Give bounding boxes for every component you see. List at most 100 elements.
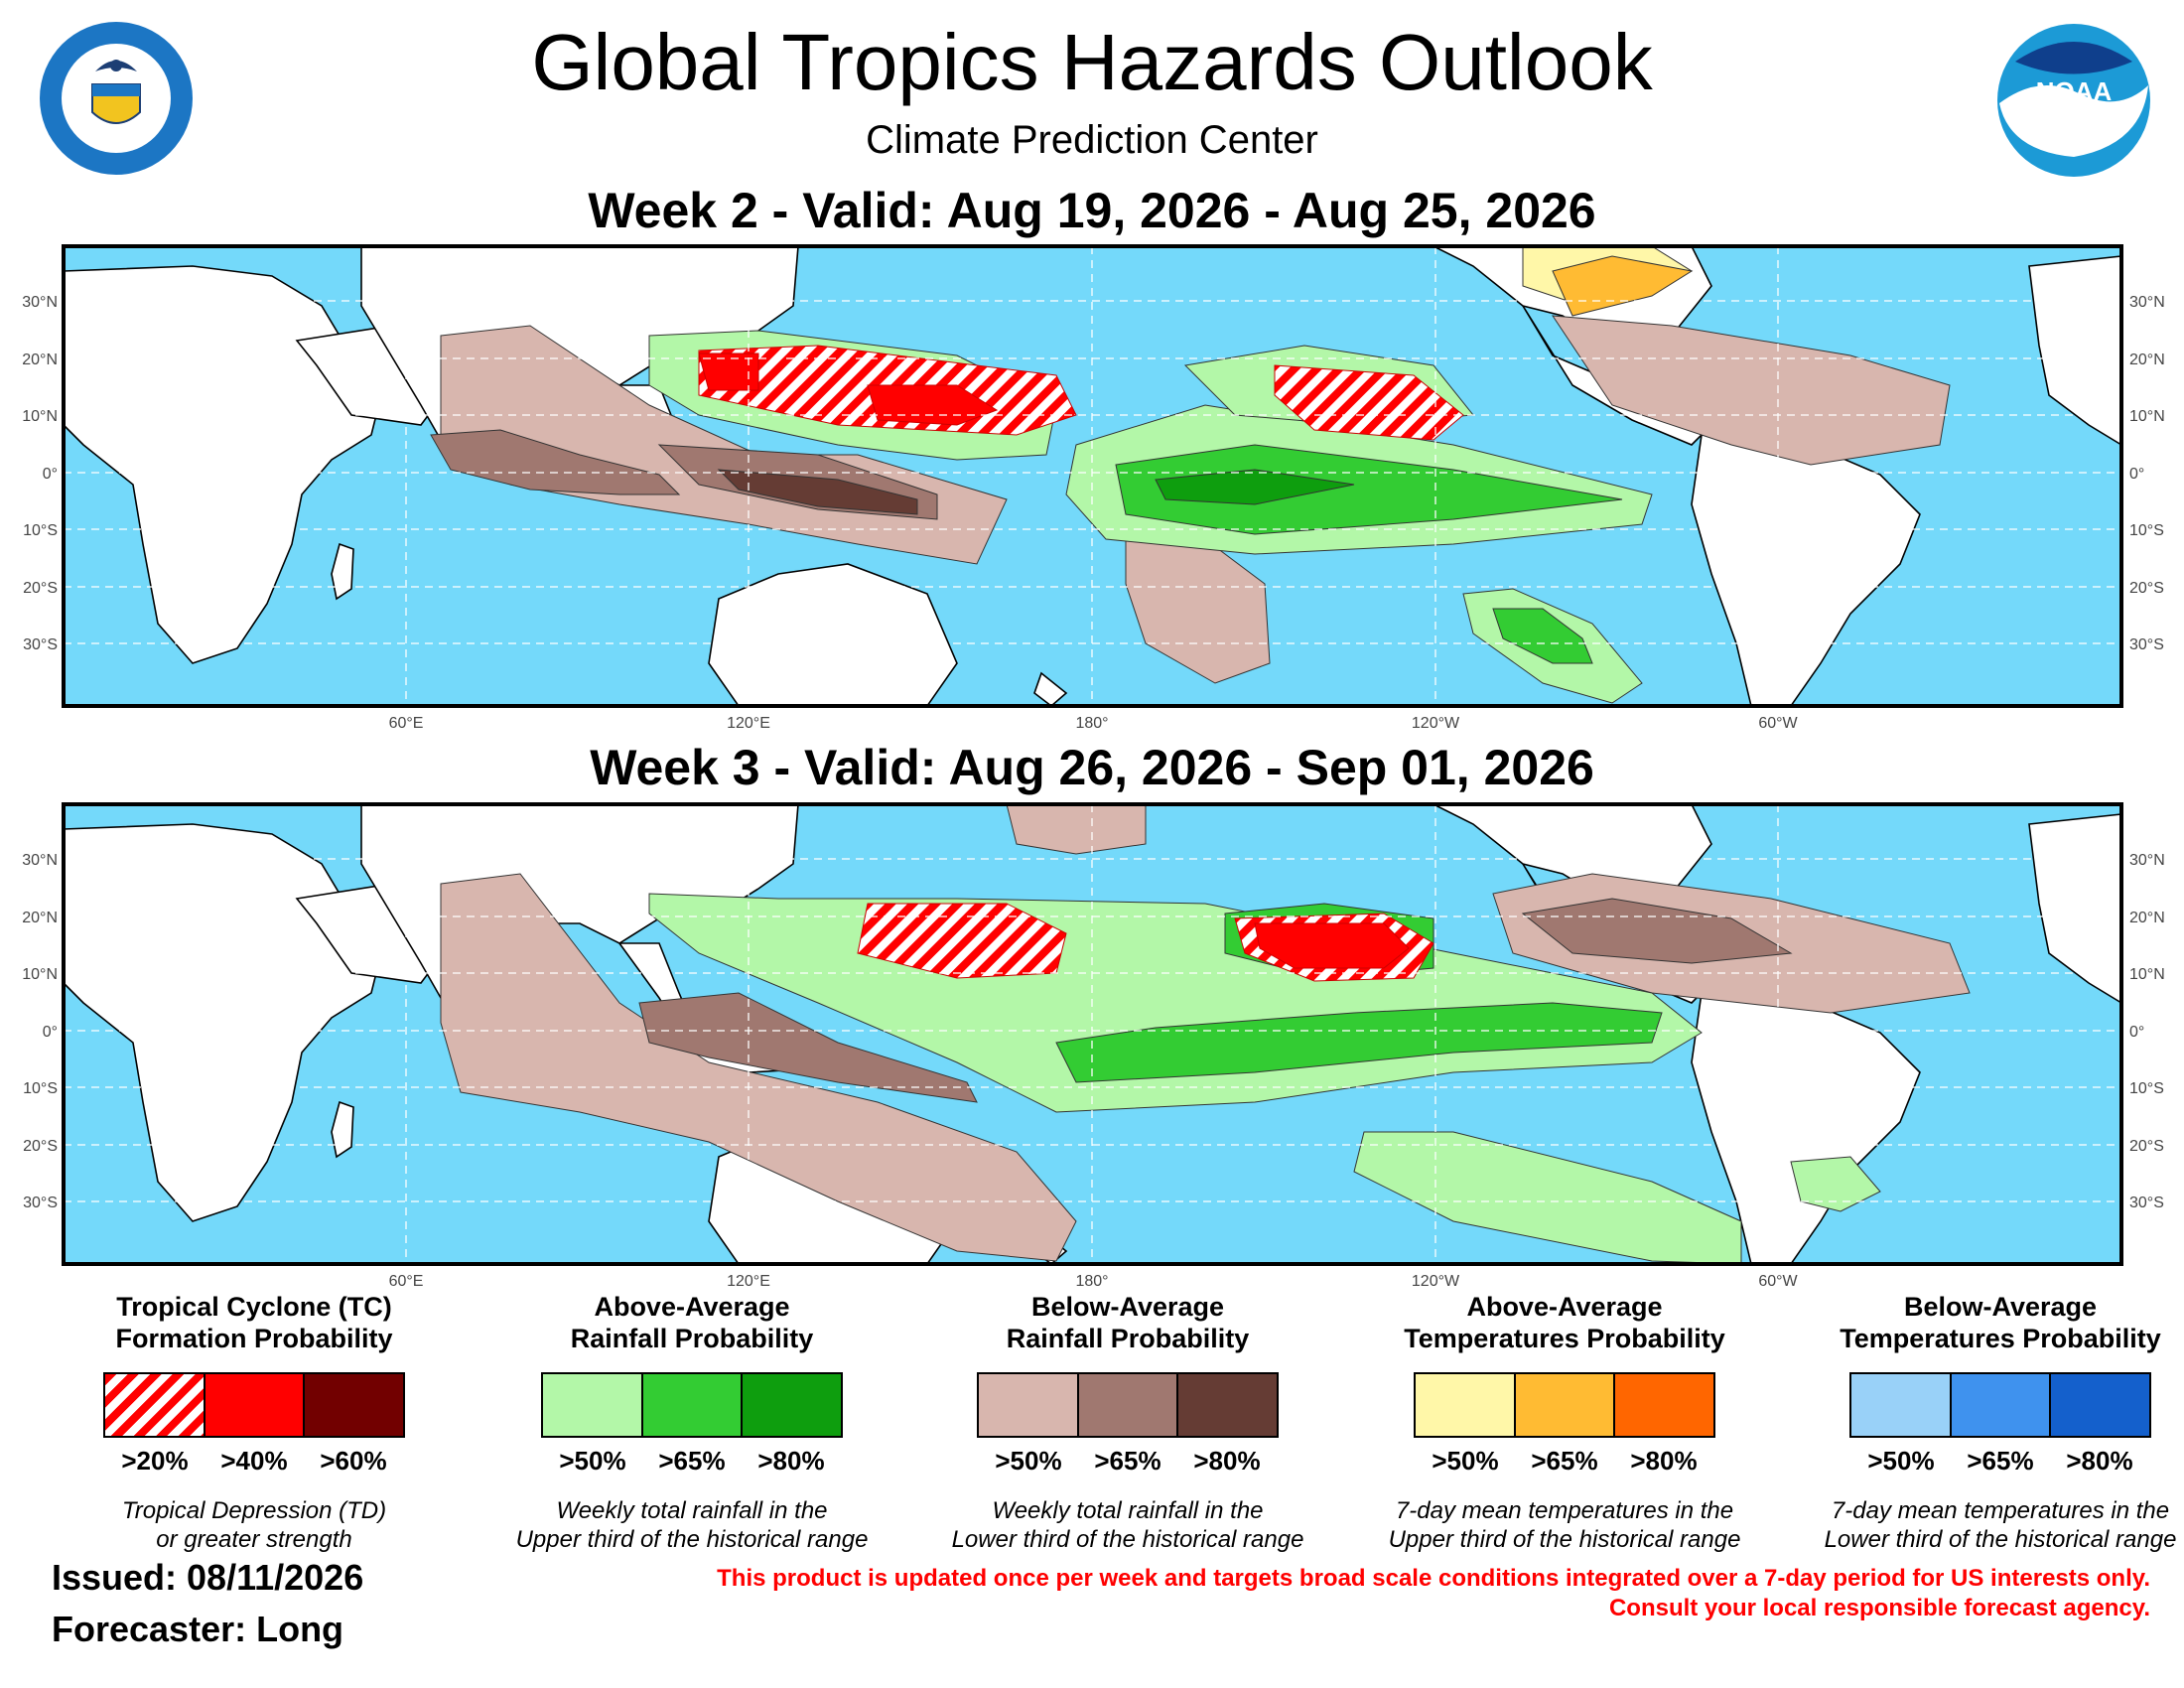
legend-label: >80% bbox=[757, 1446, 825, 1476]
forecaster-name: Forecaster: Long bbox=[52, 1609, 344, 1649]
legend-label: >20% bbox=[121, 1446, 189, 1476]
legend-group-4: Above-Average Temperatures Probability >50… bbox=[1346, 1291, 1783, 1554]
disclaimer: This product is updated once per week an… bbox=[661, 1564, 2150, 1623]
week3-lat-label-left: 30°S bbox=[23, 1195, 58, 1211]
legend-label: >80% bbox=[1630, 1446, 1698, 1476]
week3-lon-label: 60°W bbox=[1758, 1273, 1798, 1290]
week3-lat-label-right: 10°N bbox=[2129, 966, 2165, 983]
week2-lat-label-left: 20°N bbox=[22, 352, 58, 368]
disclaimer-line1: This product is updated once per week an… bbox=[717, 1565, 2150, 1592]
week2-lon-label: 60°W bbox=[1758, 715, 1798, 732]
week2-lat-label-right: 0° bbox=[2129, 466, 2144, 483]
legend-swatch bbox=[642, 1374, 744, 1436]
week2-lon-label: 60°E bbox=[389, 715, 424, 732]
page-title: Global Tropics Hazards Outlook bbox=[531, 18, 1653, 106]
week2-land-australia bbox=[708, 563, 958, 707]
week2-lat-label-right: 20°N bbox=[2129, 352, 2165, 368]
week2-lat-label-right: 30°N bbox=[2129, 294, 2165, 311]
week2-above-rain-central-pacific-65 bbox=[1115, 444, 1623, 535]
week3-lat-label-left: 20°N bbox=[22, 910, 58, 926]
week3-map-layers bbox=[62, 802, 2123, 1266]
week2-lat-label-right: 10°S bbox=[2129, 522, 2164, 539]
week3-lon-label: 120°W bbox=[1412, 1273, 1460, 1290]
week3-lat-label-right: 20°N bbox=[2129, 910, 2165, 926]
legend-label: >65% bbox=[1967, 1446, 2034, 1476]
legend-note-line2: Lower third of the historical range bbox=[951, 1526, 1304, 1553]
legend-swatches bbox=[977, 1372, 1279, 1438]
legend-title-line2: Rainfall Probability bbox=[570, 1324, 814, 1353]
legend-note-line1: 7-day mean temperatures in the bbox=[1395, 1497, 1734, 1524]
legend-swatch bbox=[1951, 1374, 2052, 1436]
noaa-logo: NOAA bbox=[1995, 22, 2152, 184]
legend-title-line1: Above-Average bbox=[594, 1292, 790, 1322]
legend-title-line2: Temperatures Probability bbox=[1840, 1324, 2161, 1353]
legend-note: Weekly total rainfall in the Upper third … bbox=[474, 1496, 910, 1554]
legend-title-line2: Formation Probability bbox=[115, 1324, 393, 1353]
legend-note-line2: Upper third of the historical range bbox=[515, 1526, 869, 1553]
legend-swatch bbox=[105, 1374, 205, 1436]
legend-swatch bbox=[1178, 1374, 1278, 1436]
legend-swatches bbox=[1849, 1372, 2151, 1438]
legend-label: >50% bbox=[995, 1446, 1062, 1476]
legend-title-line1: Below-Average bbox=[1030, 1292, 1225, 1322]
issued-date: Issued: 08/11/2026 bbox=[52, 1557, 364, 1598]
noaa-logo-text: NOAA bbox=[2036, 76, 2113, 106]
legend-swatch bbox=[743, 1374, 842, 1436]
legend-label: >60% bbox=[320, 1446, 387, 1476]
legend-title: Above-Average Rainfall Probability bbox=[474, 1291, 910, 1354]
legend-swatch bbox=[1615, 1374, 1714, 1436]
legend-note-line2: Upper third of the historical range bbox=[1388, 1526, 1741, 1553]
legend-label: >65% bbox=[1531, 1446, 1598, 1476]
week3-lat-label-right: 0° bbox=[2129, 1024, 2144, 1041]
legend-swatch bbox=[305, 1374, 404, 1436]
legend-swatch bbox=[1078, 1374, 1179, 1436]
legend-swatch bbox=[1515, 1374, 1616, 1436]
legend-note: 7-day mean temperatures in the Lower thir… bbox=[1782, 1496, 2184, 1554]
legend-labels: >50% >65% >80% bbox=[1416, 1446, 1713, 1477]
legend-title: Below-Average Temperatures Probability bbox=[1782, 1291, 2184, 1354]
week2-map[interactable]: 30°N 30°N 20°N 20°N 10°N 10°N 0° 0° 10°S 10°S 20°S… bbox=[22, 244, 2165, 732]
week3-below-rain-maritime-65 bbox=[638, 992, 978, 1103]
legend-group-2: Above-Average Rainfall Probability >50% >65… bbox=[474, 1291, 910, 1554]
page-subtitle: Climate Prediction Center bbox=[866, 118, 1318, 162]
legend-label: >40% bbox=[220, 1446, 288, 1476]
week2-land-africa bbox=[63, 265, 382, 664]
legend-title: Above-Average Temperatures Probability bbox=[1346, 1291, 1783, 1354]
week2-map-layers bbox=[62, 244, 2123, 708]
week2-lat-label-left: 10°S bbox=[23, 522, 58, 539]
legend-title-line1: Tropical Cyclone (TC) bbox=[116, 1292, 392, 1322]
legend-swatches bbox=[1414, 1372, 1715, 1438]
legend-note: 7-day mean temperatures in the Upper thir… bbox=[1346, 1496, 1783, 1554]
legend-label: >80% bbox=[2066, 1446, 2133, 1476]
week3-lat-label-right: 30°S bbox=[2129, 1195, 2164, 1211]
week3-map[interactable]: 30°N 30°N 20°N 20°N 10°N 10°N 0° 0° 10°S 10°S 20°S… bbox=[22, 802, 2165, 1290]
legend-labels: >50% >65% >80% bbox=[1851, 1446, 2149, 1477]
week3-lat-label-left: 10°N bbox=[22, 966, 58, 983]
week2-below-rain-maritime-80 bbox=[717, 469, 918, 515]
legend-title-line1: Above-Average bbox=[1466, 1292, 1663, 1322]
legend-note-line2: Lower third of the historical range bbox=[1824, 1526, 2177, 1553]
legend-swatch bbox=[1851, 1374, 1952, 1436]
legend-title-line2: Rainfall Probability bbox=[1006, 1324, 1250, 1353]
legend-title: Below-Average Rainfall Probability bbox=[909, 1291, 1346, 1354]
week3-land-africa bbox=[63, 823, 382, 1222]
week2-lat-label-right: 30°S bbox=[2129, 636, 2164, 653]
disclaimer-line2: Consult your local responsible forecast … bbox=[1608, 1595, 2150, 1621]
week3-lat-label-left: 20°S bbox=[23, 1138, 58, 1155]
legend-swatches bbox=[103, 1372, 405, 1438]
legend-note-line2: or greater strength bbox=[156, 1526, 352, 1553]
week2-tc-west-pacific-core-a bbox=[698, 352, 759, 391]
week3-below-rain-caribbean-65 bbox=[1521, 898, 1793, 964]
legend-note-line1: 7-day mean temperatures in the bbox=[1831, 1497, 2170, 1524]
week3-map-svg: 30°N 30°N 20°N 20°N 10°N 10°N 0° 0° 10°S 10°S 20°S… bbox=[22, 802, 2165, 1290]
week3-land-madagascar bbox=[331, 1100, 354, 1159]
legend-label: >50% bbox=[1867, 1446, 1935, 1476]
week3-tc-east-pacific-core bbox=[1254, 922, 1410, 969]
week3-lat-label-left: 0° bbox=[43, 1024, 58, 1041]
week2-lat-label-right: 20°S bbox=[2129, 580, 2164, 597]
legend-note-line1: Weekly total rainfall in the bbox=[556, 1497, 828, 1524]
legend-swatches bbox=[541, 1372, 843, 1438]
week2-above-rain-central-pacific-80 bbox=[1155, 469, 1355, 505]
week2-lat-label-left: 10°N bbox=[22, 408, 58, 425]
legend-swatch bbox=[1416, 1374, 1516, 1436]
